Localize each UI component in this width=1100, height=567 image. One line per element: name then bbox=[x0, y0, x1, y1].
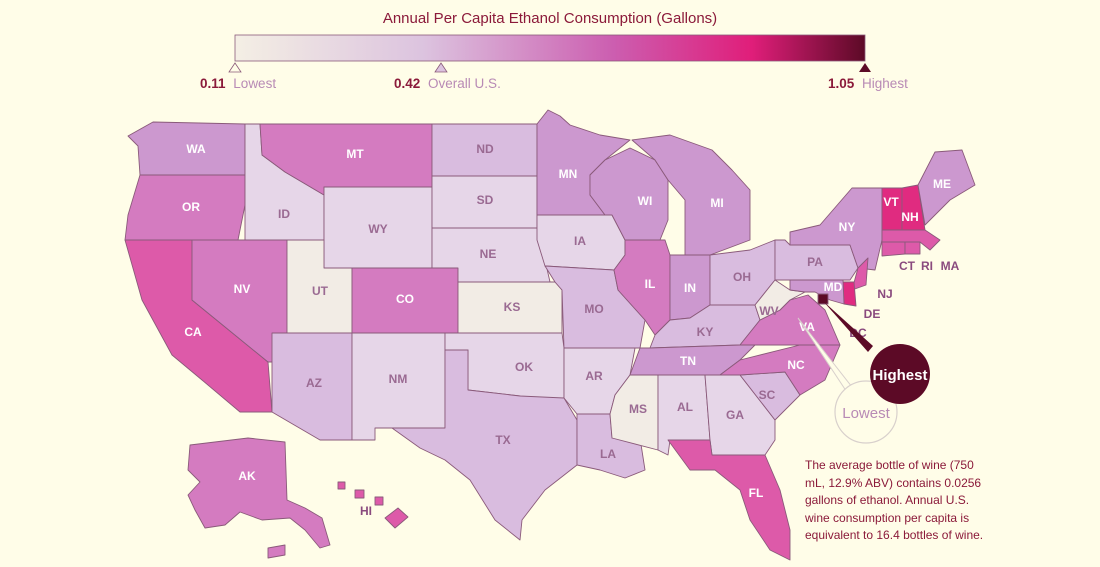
state-label-AR: AR bbox=[585, 369, 603, 383]
state-label-TN: TN bbox=[680, 354, 696, 368]
state-label-IL: IL bbox=[645, 277, 656, 291]
state-HI[interactable] bbox=[337, 481, 409, 529]
low-marker bbox=[228, 62, 242, 73]
highest-pointer bbox=[823, 301, 873, 352]
color-scale-bar bbox=[234, 34, 866, 62]
state-WV[interactable] bbox=[754, 279, 806, 321]
state-label-CA: CA bbox=[184, 325, 202, 339]
state-label-WV: WV bbox=[759, 304, 778, 318]
state-ME[interactable] bbox=[917, 149, 976, 226]
state-KS[interactable] bbox=[457, 281, 563, 334]
state-label-PA: PA bbox=[807, 255, 823, 269]
state-label-ND: ND bbox=[476, 142, 494, 156]
state-label-KS: KS bbox=[504, 300, 521, 314]
high-value: 1.05 bbox=[828, 76, 855, 91]
state-DE[interactable] bbox=[842, 281, 857, 307]
us-value: 0.42 bbox=[394, 76, 420, 91]
high-marker bbox=[859, 63, 871, 72]
state-label-AK: AK bbox=[238, 469, 256, 483]
state-label-RI: RI bbox=[921, 259, 933, 273]
state-label-ID: ID bbox=[278, 207, 290, 221]
highest-callout-label: Highest bbox=[872, 367, 927, 384]
state-TX[interactable] bbox=[391, 349, 578, 541]
state-NM[interactable] bbox=[351, 332, 446, 441]
state-CT[interactable] bbox=[881, 241, 906, 257]
state-NC[interactable] bbox=[719, 344, 841, 396]
state-label-IA: IA bbox=[574, 234, 586, 248]
us-label: Overall U.S. bbox=[428, 76, 501, 91]
state-label-MT: MT bbox=[346, 147, 364, 161]
state-label-NJ: NJ bbox=[877, 287, 892, 301]
state-label-DE: DE bbox=[864, 307, 881, 321]
us-average-marker bbox=[434, 62, 448, 73]
highest-callout-bubble bbox=[870, 344, 930, 404]
state-label-MN: MN bbox=[559, 167, 578, 181]
state-label-NH: NH bbox=[901, 210, 918, 224]
state-label-MA: MA bbox=[941, 259, 960, 273]
map-title: Annual Per Capita Ethanol Consumption (G… bbox=[383, 10, 717, 27]
state-label-OH: OH bbox=[733, 270, 751, 284]
low-label: Lowest bbox=[233, 76, 276, 91]
state-WI[interactable] bbox=[589, 147, 669, 241]
state-label-NY: NY bbox=[839, 220, 856, 234]
state-label-OK: OK bbox=[515, 360, 533, 374]
svg-text:1.05 Highest: 1.05 Highest bbox=[828, 76, 908, 91]
state-IL[interactable] bbox=[613, 239, 671, 336]
state-RI[interactable] bbox=[904, 241, 921, 255]
wine-note: The average bottle of wine (750 mL, 12.9… bbox=[805, 458, 984, 542]
state-label-ME: ME bbox=[933, 177, 951, 191]
state-label-WI: WI bbox=[638, 194, 653, 208]
high-label: Highest bbox=[862, 76, 908, 91]
state-label-HI: HI bbox=[360, 504, 372, 518]
state-label-AL: AL bbox=[677, 400, 693, 414]
state-label-CT: CT bbox=[899, 259, 916, 273]
state-label-AZ: AZ bbox=[306, 376, 322, 390]
state-label-NC: NC bbox=[787, 358, 805, 372]
state-label-MD: MD bbox=[824, 280, 843, 294]
state-labels: WA OR CA NV ID MT WY UT CO AZ NM ND SD NE KS OK TX MN IA MO… bbox=[182, 142, 960, 518]
state-NY[interactable] bbox=[789, 187, 883, 271]
state-label-NM: NM bbox=[389, 372, 408, 386]
state-label-LA: LA bbox=[600, 447, 616, 461]
state-label-FL: FL bbox=[749, 486, 764, 500]
svg-text:0.11 Lowest: 0.11 Lowest bbox=[200, 76, 276, 91]
state-label-GA: GA bbox=[726, 408, 744, 422]
state-label-IN: IN bbox=[684, 281, 696, 295]
state-FL[interactable] bbox=[667, 439, 791, 561]
state-label-MS: MS bbox=[629, 402, 647, 416]
state-label-VA: VA bbox=[799, 320, 815, 334]
low-value: 0.11 bbox=[200, 76, 226, 91]
state-label-SC: SC bbox=[759, 388, 776, 402]
state-label-MO: MO bbox=[584, 302, 603, 316]
state-label-WA: WA bbox=[186, 142, 206, 156]
state-label-CO: CO bbox=[396, 292, 414, 306]
state-AK[interactable] bbox=[187, 437, 331, 549]
state-label-UT: UT bbox=[312, 284, 329, 298]
states-layer bbox=[124, 109, 976, 561]
state-label-MI: MI bbox=[710, 196, 723, 210]
state-DC[interactable] bbox=[817, 293, 829, 305]
state-label-KY: KY bbox=[697, 325, 714, 339]
state-label-NE: NE bbox=[480, 247, 497, 261]
state-label-TX: TX bbox=[495, 433, 510, 447]
state-label-NV: NV bbox=[234, 282, 251, 296]
state-AK-islands[interactable] bbox=[267, 544, 286, 559]
state-label-OR: OR bbox=[182, 200, 200, 214]
state-label-SD: SD bbox=[477, 193, 494, 207]
state-label-VT: VT bbox=[883, 195, 899, 209]
state-AZ[interactable] bbox=[271, 332, 353, 441]
lowest-callout-label: Lowest bbox=[842, 405, 890, 422]
state-label-WY: WY bbox=[368, 222, 387, 236]
svg-text:0.42 Overall U.S.: 0.42 Overall U.S. bbox=[394, 76, 501, 91]
state-MI[interactable] bbox=[631, 134, 751, 256]
